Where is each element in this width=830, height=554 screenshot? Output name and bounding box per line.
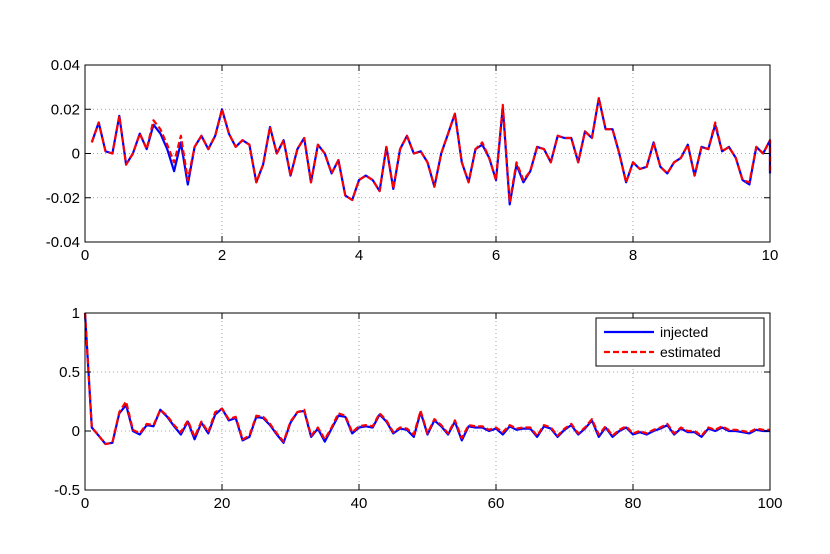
x-tick-label: 8 <box>629 247 637 264</box>
x-tick-label: 80 <box>625 495 642 512</box>
y-tick-label: -0.5 <box>54 482 80 499</box>
legend-label-estimated: estimated <box>660 344 721 360</box>
series-line-estimated <box>90 97 772 204</box>
x-tick-label: 10 <box>762 247 779 264</box>
x-tick-label: 4 <box>355 247 363 264</box>
x-tick-label: 0 <box>81 247 89 264</box>
y-tick-label: -0.02 <box>46 190 80 207</box>
y-tick-label: 0 <box>72 146 80 163</box>
x-tick-label: 100 <box>757 495 782 512</box>
plot-area <box>85 65 770 242</box>
legend: injected estimated <box>595 317 765 367</box>
y-tick-label: 0 <box>72 423 80 440</box>
y-tick-label: -0.04 <box>46 234 80 251</box>
y-tick-label: 1 <box>72 305 80 322</box>
axes-frame <box>84 312 771 491</box>
legend-label-injected: injected <box>660 324 708 340</box>
y-tick-label: 0.04 <box>51 57 80 74</box>
x-tick-label: 60 <box>488 495 505 512</box>
x-tick-label: 20 <box>214 495 231 512</box>
y-tick-label: 0.5 <box>59 364 80 381</box>
x-tick-label: 0 <box>81 495 89 512</box>
x-tick-label: 2 <box>218 247 226 264</box>
x-tick-label: 6 <box>492 247 500 264</box>
legend-box <box>595 317 765 367</box>
plot-1: 0 2 4 6 8 10 -0.04 -0.02 0 0.02 0.04 <box>46 57 779 264</box>
series-line-estimated <box>83 312 770 446</box>
x-tick-label: 40 <box>351 495 368 512</box>
y-tick-label: 0.02 <box>51 101 80 118</box>
